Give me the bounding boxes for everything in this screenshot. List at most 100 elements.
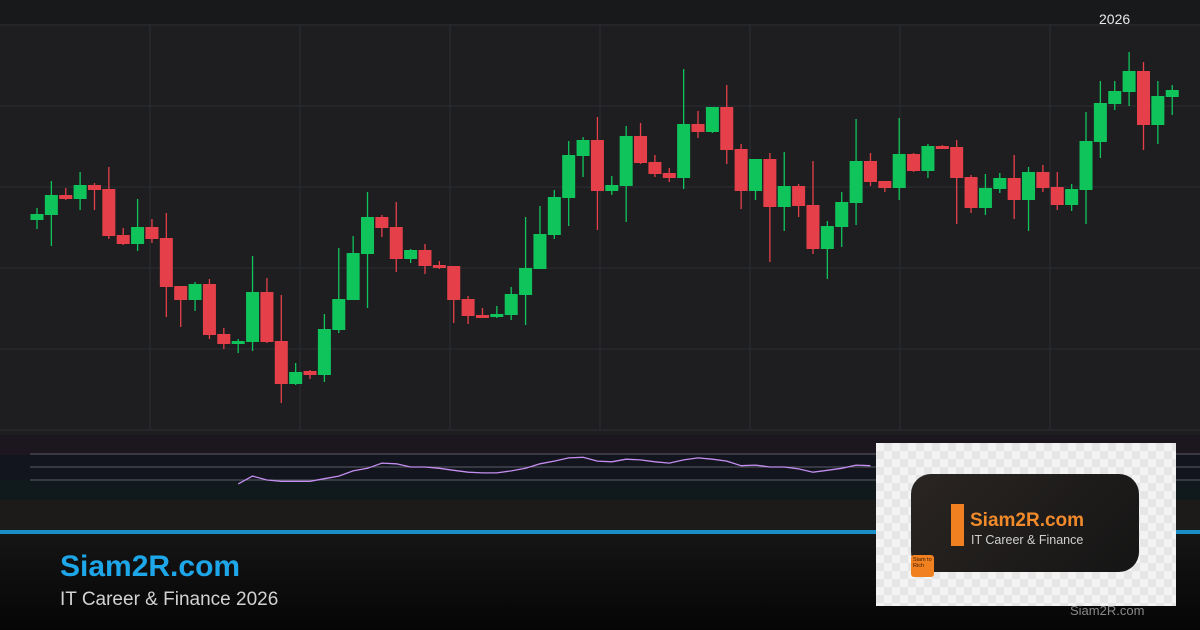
candle-body <box>116 235 130 244</box>
candle-body <box>1108 91 1122 104</box>
logo-tagline: IT Career & Finance <box>971 533 1084 547</box>
candle-body <box>519 268 533 295</box>
candle-down <box>303 370 317 379</box>
candle-up <box>1065 184 1079 211</box>
candle-body <box>978 188 992 208</box>
candle-up <box>892 118 906 200</box>
candle-down <box>159 213 173 317</box>
candle-up <box>504 287 518 320</box>
candle-body <box>1022 172 1036 200</box>
candle-body <box>950 147 964 178</box>
candle-body <box>1093 103 1107 142</box>
candle-body <box>1165 90 1179 97</box>
candle-up <box>1108 81 1122 110</box>
logo-image: Siam2R.com IT Career & Finance Siam to R… <box>876 443 1176 606</box>
candle-down <box>145 219 159 243</box>
candle-body <box>432 265 446 268</box>
candle-up <box>619 126 633 222</box>
candle-body <box>289 372 303 384</box>
candle-up <box>231 339 245 353</box>
candle-body <box>260 292 274 342</box>
candle-up <box>562 141 576 226</box>
candle-up <box>849 119 863 225</box>
candle-up <box>921 144 935 178</box>
candle-body <box>806 205 820 249</box>
logo-bar-icon <box>951 504 964 546</box>
candle-down <box>274 295 288 403</box>
candle-body <box>361 217 375 254</box>
candle-body <box>792 186 806 206</box>
candles <box>30 52 1179 403</box>
candle-body <box>159 238 173 287</box>
candle-up <box>978 174 992 215</box>
candle-body <box>231 341 245 344</box>
candle-body <box>202 284 216 335</box>
candle-body <box>317 329 331 375</box>
candle-up <box>44 181 58 246</box>
candle-down <box>102 167 116 239</box>
candle-body <box>993 178 1007 189</box>
candle-body <box>648 162 662 174</box>
candle-body <box>30 214 44 220</box>
candle-body <box>605 185 619 191</box>
candle-body <box>590 140 604 191</box>
candle-down <box>1136 62 1150 150</box>
candle-body <box>246 292 260 342</box>
candle-body <box>677 124 691 178</box>
candle-down <box>935 145 949 149</box>
candle-down <box>734 144 748 209</box>
candle-body <box>907 154 921 171</box>
candle-down <box>763 153 777 262</box>
candle-body <box>447 266 461 300</box>
x-tick-label: 2026 <box>1099 11 1131 27</box>
candle-up <box>1079 112 1093 224</box>
candle-body <box>346 253 360 300</box>
candle-down <box>202 279 216 339</box>
candle-down <box>792 184 806 217</box>
candle-down <box>590 117 604 230</box>
candle-body <box>145 227 159 239</box>
candle-down <box>662 168 676 182</box>
candle-body <box>418 250 432 266</box>
candle-down <box>375 215 389 237</box>
candle-body <box>777 186 791 207</box>
candle-body <box>217 334 231 344</box>
accent-divider <box>0 530 1200 534</box>
candle-body <box>849 161 863 203</box>
candle-body <box>1065 189 1079 205</box>
candle-up <box>533 206 547 269</box>
candle-body <box>921 146 935 171</box>
candle-body <box>749 159 762 191</box>
candle-down <box>964 175 978 213</box>
candle-down <box>1036 165 1050 192</box>
candle-body <box>576 140 590 156</box>
candle-down <box>87 183 101 210</box>
candle-up <box>1151 81 1165 144</box>
candle-up <box>749 159 762 200</box>
candle-down <box>1007 155 1021 219</box>
candle-body <box>935 146 949 149</box>
candle-body <box>461 299 475 316</box>
candle-up <box>332 248 346 333</box>
candle-up <box>73 172 87 210</box>
candle-body <box>389 227 403 259</box>
candle-body <box>490 314 504 317</box>
candle-down <box>634 123 648 164</box>
candle-up <box>519 217 533 325</box>
site-title: Siam2R.com <box>60 550 241 583</box>
candle-down <box>59 188 73 200</box>
candle-down <box>648 155 662 177</box>
candle-up <box>777 152 791 231</box>
candle-body <box>174 286 188 300</box>
candle-body <box>404 250 418 259</box>
candle-down <box>950 140 964 224</box>
candle-body <box>835 202 849 227</box>
candle-down <box>418 244 432 274</box>
candle-down <box>174 286 188 327</box>
candle-up <box>1093 81 1107 158</box>
candle-body <box>188 284 202 300</box>
osc-line <box>237 456 871 485</box>
candle-body <box>892 154 906 188</box>
candle-body <box>475 315 489 318</box>
candle-body <box>691 124 705 132</box>
